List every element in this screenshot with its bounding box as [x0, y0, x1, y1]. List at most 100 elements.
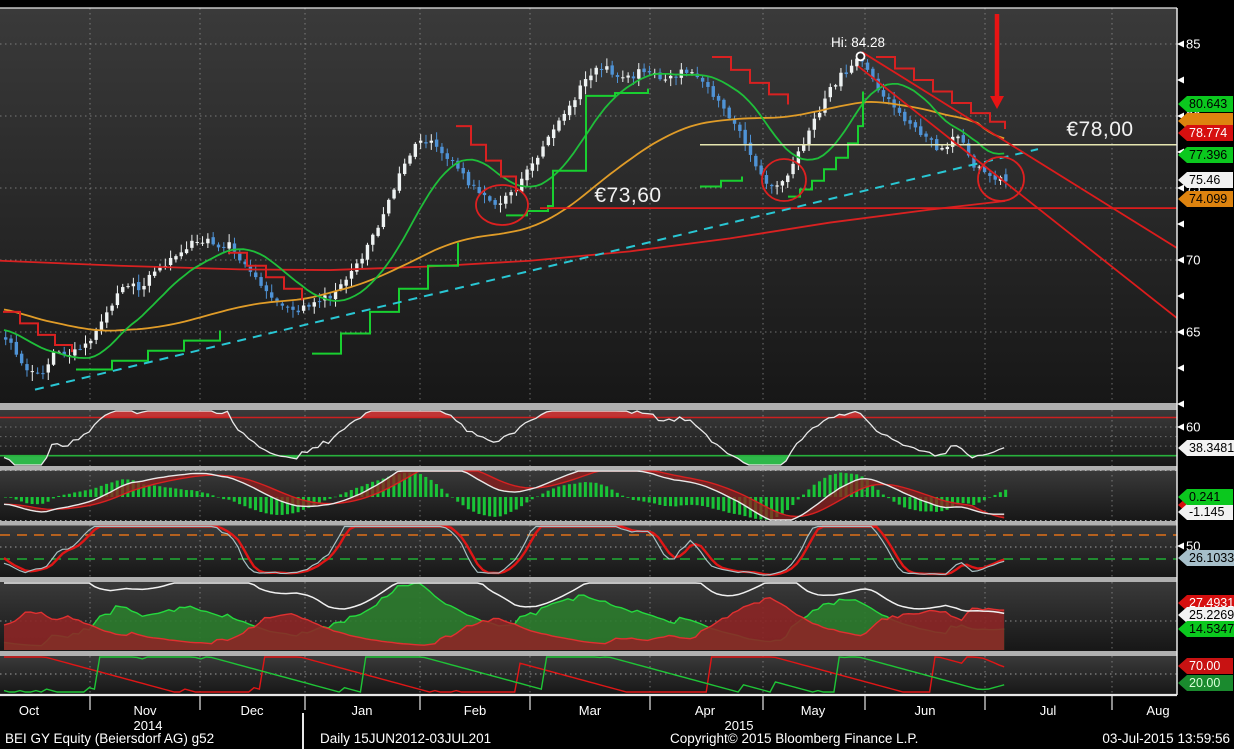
candle-body — [142, 285, 146, 290]
macd-histogram-bar — [51, 497, 55, 499]
macd-histogram-bar — [770, 497, 774, 520]
macd-histogram-bar — [711, 497, 715, 509]
candle-body — [722, 99, 726, 109]
macd-histogram-bar — [254, 497, 258, 511]
value-label-74.099: 74.099 — [1178, 191, 1233, 207]
macd-histogram-bar — [791, 497, 795, 506]
macd-histogram-bar — [163, 487, 167, 497]
candle-body — [14, 341, 19, 355]
macd-histogram-bar — [152, 485, 156, 497]
macd-histogram-bar — [738, 497, 742, 515]
footer-timestamp: 03-Jul-2015 13:59:56 — [1102, 731, 1230, 746]
candle-body — [929, 138, 934, 140]
price-tick — [1177, 76, 1184, 84]
candle-body — [865, 62, 870, 70]
red-step-line — [3, 310, 73, 353]
candle-body — [583, 79, 588, 87]
macd-histogram-bar — [67, 493, 71, 497]
macd-histogram-bar — [716, 497, 720, 510]
macd-histogram-bar — [477, 497, 481, 514]
macd-histogram-bar — [408, 472, 412, 497]
candle-body — [610, 65, 614, 75]
candle-body — [551, 129, 556, 139]
candle-body — [328, 295, 332, 299]
macd-histogram-bar — [647, 497, 651, 503]
candle-body — [791, 163, 795, 175]
candle-body — [897, 107, 902, 113]
macd-histogram-bar — [440, 488, 444, 497]
candle-body — [376, 227, 380, 236]
candle-body — [440, 146, 444, 154]
candle-body — [110, 305, 114, 311]
candle-body — [429, 140, 433, 143]
macd-histogram-bar — [743, 497, 747, 517]
macd-histogram-bar — [828, 474, 832, 497]
panel-layer-1 — [0, 410, 1177, 466]
price-tick — [1177, 184, 1184, 192]
macd-histogram-bar — [344, 492, 348, 497]
macd-histogram-bar — [179, 489, 183, 497]
macd-histogram-bar — [333, 496, 337, 498]
macd-histogram-bar — [780, 497, 784, 514]
macd-histogram-bar — [839, 472, 843, 497]
macd-histogram-bar — [551, 488, 555, 497]
candle-body — [754, 155, 758, 167]
macd-histogram-bar — [637, 497, 641, 501]
candle-body — [434, 139, 439, 147]
panel-bg-1 — [0, 410, 1177, 466]
candle-body — [887, 97, 891, 99]
candle-body — [355, 263, 359, 272]
candle-body — [360, 258, 364, 264]
candle-body — [301, 305, 306, 311]
candle-body — [530, 163, 535, 171]
green-step-line — [312, 242, 459, 355]
macd-histogram-bar — [110, 482, 114, 497]
value-label-14.5347: 14.5347 — [1178, 621, 1234, 637]
macd-histogram-bar — [514, 497, 518, 510]
candle-body — [786, 175, 790, 183]
macd-histogram-bar — [73, 492, 77, 497]
macd-histogram-bar — [285, 497, 289, 515]
candle-body — [504, 195, 508, 204]
panel-separator-0 — [0, 403, 1177, 410]
candle-body — [482, 192, 487, 196]
candle-body — [498, 203, 503, 205]
macd-histogram-bar — [583, 482, 587, 497]
candle-body — [73, 349, 77, 356]
candle-body — [977, 166, 981, 168]
candle-body — [802, 144, 806, 151]
candle-body — [589, 75, 593, 81]
macd-histogram-bar — [9, 497, 13, 498]
candle-body — [748, 142, 753, 155]
macd-histogram-bar — [270, 497, 273, 515]
candle-body — [578, 85, 582, 100]
price-annotation-78: €78,00 — [1066, 118, 1134, 141]
panel-layer-3 — [0, 525, 1177, 577]
month-label-may: May — [800, 703, 826, 718]
rsi-oversold-fill — [4, 455, 978, 465]
candle-body — [631, 76, 636, 79]
month-label-jul: Jul — [1039, 703, 1057, 718]
month-label-jan: Jan — [351, 703, 373, 718]
macd-histogram-bar — [887, 497, 891, 499]
macd-histogram-bar — [897, 497, 901, 505]
candle-body — [147, 274, 152, 286]
candle-body — [679, 69, 684, 78]
macd-histogram-bar — [222, 497, 226, 500]
macd-histogram-bar — [892, 497, 896, 502]
value-label-38.3481: 38.3481 — [1178, 440, 1234, 456]
macd-histogram-bar — [504, 497, 508, 515]
macd-histogram-bar — [14, 497, 18, 500]
macd-histogram-bar — [615, 492, 619, 497]
dmi-minus-di-fill — [4, 597, 1005, 650]
value-label-25.2269: 25.2269 — [1178, 607, 1234, 623]
macd-histogram-bar — [631, 497, 635, 501]
candle-body — [397, 173, 402, 191]
candle-body — [46, 364, 50, 373]
macd-histogram-bar — [956, 497, 960, 505]
candle-body — [216, 244, 221, 248]
candle-body — [99, 321, 104, 331]
indicator-tick — [1177, 423, 1184, 431]
macd-histogram-bar — [137, 482, 140, 497]
